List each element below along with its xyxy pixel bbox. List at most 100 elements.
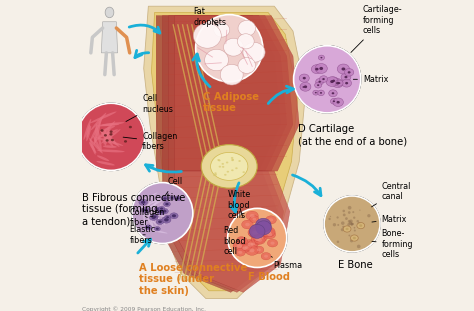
Ellipse shape <box>174 196 181 201</box>
Ellipse shape <box>319 67 323 70</box>
Ellipse shape <box>343 226 351 232</box>
Circle shape <box>228 208 287 267</box>
Ellipse shape <box>348 206 351 210</box>
Ellipse shape <box>258 235 264 239</box>
Ellipse shape <box>239 244 250 253</box>
Ellipse shape <box>101 129 120 144</box>
Ellipse shape <box>256 221 272 235</box>
Ellipse shape <box>165 215 171 219</box>
Ellipse shape <box>201 145 257 188</box>
Ellipse shape <box>345 82 348 84</box>
Ellipse shape <box>300 84 307 90</box>
Ellipse shape <box>345 76 347 78</box>
Ellipse shape <box>267 239 278 247</box>
Ellipse shape <box>205 49 228 71</box>
Ellipse shape <box>255 237 259 239</box>
Ellipse shape <box>352 223 354 225</box>
Ellipse shape <box>164 218 169 221</box>
Ellipse shape <box>330 98 337 104</box>
Polygon shape <box>144 6 305 299</box>
Ellipse shape <box>254 231 259 234</box>
Ellipse shape <box>262 227 275 237</box>
Ellipse shape <box>269 218 273 221</box>
Ellipse shape <box>328 90 337 97</box>
Ellipse shape <box>358 222 360 225</box>
Ellipse shape <box>300 82 311 91</box>
Ellipse shape <box>231 159 234 161</box>
Polygon shape <box>163 16 287 171</box>
Ellipse shape <box>354 227 356 229</box>
Ellipse shape <box>218 160 220 161</box>
Text: B Fibrous connective
tissue (forming
a tendon): B Fibrous connective tissue (forming a t… <box>82 193 186 226</box>
Ellipse shape <box>249 248 255 253</box>
Ellipse shape <box>146 226 150 229</box>
Ellipse shape <box>353 237 356 239</box>
Ellipse shape <box>149 199 165 208</box>
Ellipse shape <box>193 23 221 48</box>
Ellipse shape <box>169 196 174 200</box>
Text: Elastic
fibers: Elastic fibers <box>130 225 156 244</box>
Text: Bone-
forming
cells: Bone- forming cells <box>372 229 413 259</box>
Text: A Loose connective
tissue (under
the skin): A Loose connective tissue (under the ski… <box>139 263 247 296</box>
Polygon shape <box>156 16 281 171</box>
Ellipse shape <box>155 203 162 221</box>
Ellipse shape <box>153 216 156 218</box>
Ellipse shape <box>337 101 340 104</box>
Ellipse shape <box>172 214 176 217</box>
Ellipse shape <box>302 86 305 88</box>
Ellipse shape <box>341 221 345 225</box>
Ellipse shape <box>248 228 262 238</box>
Ellipse shape <box>154 208 170 216</box>
Ellipse shape <box>341 73 351 81</box>
Ellipse shape <box>349 221 352 225</box>
Ellipse shape <box>159 210 164 213</box>
Ellipse shape <box>338 82 340 84</box>
Ellipse shape <box>129 126 132 128</box>
Ellipse shape <box>90 139 103 154</box>
Ellipse shape <box>90 111 117 123</box>
Ellipse shape <box>146 197 161 207</box>
Ellipse shape <box>319 81 321 83</box>
Ellipse shape <box>257 239 262 242</box>
Ellipse shape <box>141 201 146 204</box>
Ellipse shape <box>220 64 243 85</box>
Ellipse shape <box>247 243 253 247</box>
Ellipse shape <box>162 216 171 223</box>
Ellipse shape <box>328 218 331 220</box>
Ellipse shape <box>142 207 150 213</box>
Text: Cell
nucleus: Cell nucleus <box>126 95 173 122</box>
Ellipse shape <box>242 244 251 251</box>
Ellipse shape <box>149 230 168 234</box>
Ellipse shape <box>100 129 104 132</box>
Ellipse shape <box>153 213 171 219</box>
Ellipse shape <box>252 230 257 234</box>
PathPatch shape <box>228 208 287 267</box>
Ellipse shape <box>94 121 115 142</box>
Ellipse shape <box>315 68 319 71</box>
Ellipse shape <box>97 156 109 161</box>
Text: C Adipose
tissue: C Adipose tissue <box>203 92 259 113</box>
Ellipse shape <box>237 244 242 248</box>
Ellipse shape <box>149 215 158 220</box>
Ellipse shape <box>264 255 268 258</box>
Ellipse shape <box>265 216 276 224</box>
Ellipse shape <box>106 139 109 142</box>
Ellipse shape <box>350 223 353 225</box>
Ellipse shape <box>319 76 328 82</box>
Ellipse shape <box>315 63 328 73</box>
Ellipse shape <box>250 228 263 237</box>
Ellipse shape <box>351 223 354 225</box>
Ellipse shape <box>359 224 362 227</box>
Ellipse shape <box>152 212 165 225</box>
Text: Cartilage-
forming
cells: Cartilage- forming cells <box>351 5 402 53</box>
Ellipse shape <box>353 216 356 219</box>
Ellipse shape <box>261 253 271 260</box>
Circle shape <box>293 46 361 113</box>
Text: E Bone: E Bone <box>338 260 373 270</box>
Ellipse shape <box>245 223 250 226</box>
Ellipse shape <box>97 150 125 152</box>
Ellipse shape <box>316 78 324 85</box>
Ellipse shape <box>343 210 345 212</box>
Ellipse shape <box>227 171 229 173</box>
Ellipse shape <box>337 64 349 74</box>
